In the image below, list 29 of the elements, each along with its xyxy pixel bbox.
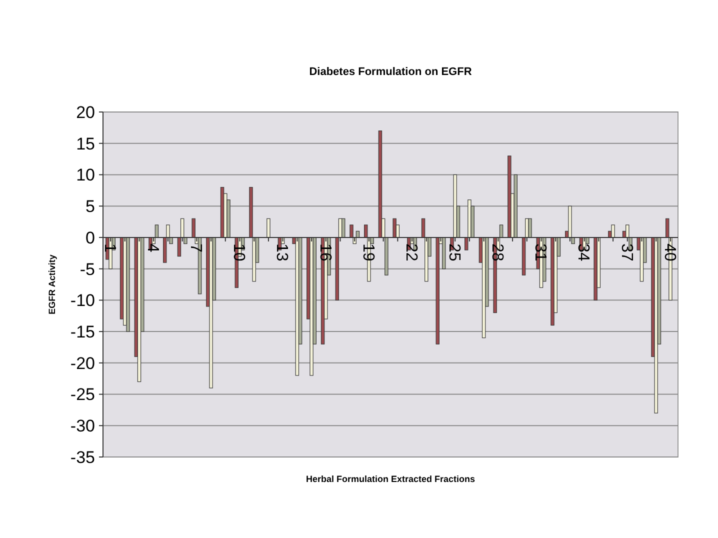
chart-title: Diabetes Formulation on EGFR: [309, 66, 472, 78]
y-tick-label: -35: [70, 448, 95, 467]
y-tick-label: -15: [70, 322, 95, 342]
x-tick-label: 31: [532, 243, 549, 262]
x-tick-label: 34: [574, 243, 592, 262]
y-axis-title: EGFR Activity: [47, 254, 57, 314]
y-tick-label: -30: [70, 416, 95, 436]
y-tick-label: 5: [86, 197, 95, 216]
y-tick-label: 0: [86, 228, 95, 248]
x-tick-label: 13: [273, 243, 290, 262]
x-axis-title: Herbal Formulation Extracted Fractions: [306, 474, 476, 484]
x-tick-label: 16: [316, 243, 334, 262]
y-tick-label: -20: [70, 354, 95, 373]
y-tick-label: 10: [76, 166, 95, 185]
x-tick-label: 1: [100, 243, 118, 252]
x-tick-label: 40: [660, 243, 678, 262]
x-tick-label: 10: [230, 243, 248, 262]
x-tick-label: 25: [446, 243, 463, 262]
y-tick-label: 20: [76, 102, 95, 122]
x-tick-label: 4: [144, 243, 162, 252]
y-tick-label: 15: [76, 134, 95, 154]
x-tick-label: 28: [488, 243, 506, 262]
x-tick-label: 22: [402, 243, 420, 262]
x-tick-label: 7: [187, 243, 204, 252]
y-tick-label: -25: [70, 385, 95, 404]
x-tick-label: 37: [618, 243, 635, 262]
x-tick-label: 19: [359, 243, 376, 262]
y-tick-label: -10: [70, 291, 95, 310]
y-tick-label: -5: [80, 260, 95, 279]
